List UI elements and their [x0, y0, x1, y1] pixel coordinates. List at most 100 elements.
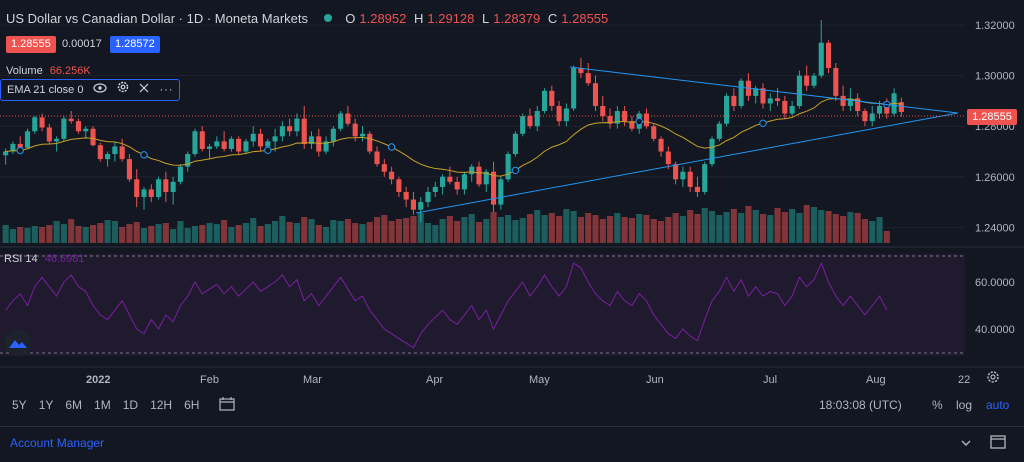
- candle-body[interactable]: [39, 117, 45, 128]
- date-range-icon[interactable]: [219, 396, 236, 414]
- candle-body[interactable]: [483, 171, 489, 185]
- auto-toggle[interactable]: auto: [986, 398, 1010, 412]
- range-1d[interactable]: 1D: [122, 398, 139, 412]
- candle-body[interactable]: [134, 179, 140, 198]
- symbol-title[interactable]: US Dollar vs Canadian Dollar · 1D · Mone…: [6, 11, 308, 26]
- close-icon[interactable]: [139, 80, 149, 100]
- candle-body[interactable]: [265, 141, 271, 147]
- candle-body[interactable]: [432, 186, 438, 192]
- candle-body[interactable]: [410, 199, 416, 210]
- candle-body[interactable]: [287, 126, 293, 132]
- buy-button[interactable]: 1.28572: [110, 36, 160, 53]
- candle-body[interactable]: [170, 181, 176, 192]
- candle-body[interactable]: [585, 73, 591, 84]
- maximize-panel-icon[interactable]: [990, 435, 1006, 452]
- candle-body[interactable]: [418, 202, 424, 210]
- candle-body[interactable]: [330, 128, 336, 142]
- candle-body[interactable]: [789, 105, 795, 114]
- range-1y[interactable]: 1Y: [38, 398, 54, 412]
- candle-body[interactable]: [221, 141, 227, 149]
- candle-body[interactable]: [381, 164, 387, 172]
- candle-body[interactable]: [840, 95, 846, 106]
- candle-body[interactable]: [665, 151, 671, 165]
- candle-body[interactable]: [876, 105, 883, 114]
- percent-toggle[interactable]: %: [932, 398, 943, 412]
- candle-body[interactable]: [753, 88, 759, 96]
- candle-body[interactable]: [301, 118, 307, 144]
- candle-body[interactable]: [17, 143, 23, 148]
- candle-body[interactable]: [250, 133, 256, 142]
- candle-body[interactable]: [126, 159, 132, 180]
- candle-body[interactable]: [236, 138, 242, 152]
- candle-body[interactable]: [855, 98, 861, 112]
- candle-body[interactable]: [724, 95, 730, 124]
- candle-body[interactable]: [738, 80, 744, 106]
- candle-body[interactable]: [607, 116, 613, 124]
- candle-body[interactable]: [148, 189, 154, 198]
- candle-body[interactable]: [825, 42, 832, 69]
- candle-body[interactable]: [214, 141, 220, 147]
- candle-body[interactable]: [898, 102, 904, 113]
- candle-body[interactable]: [680, 171, 686, 180]
- candle-body[interactable]: [563, 108, 569, 122]
- candle-body[interactable]: [796, 75, 802, 106]
- candle-body[interactable]: [643, 113, 650, 127]
- candle-body[interactable]: [141, 189, 147, 198]
- settings-gear-icon[interactable]: [117, 80, 129, 100]
- range-5y[interactable]: 5Y: [12, 398, 27, 412]
- candle-body[interactable]: [192, 131, 198, 155]
- candle-body[interactable]: [702, 164, 708, 192]
- candle-body[interactable]: [90, 128, 96, 146]
- candle-body[interactable]: [177, 166, 183, 182]
- candle-body[interactable]: [592, 83, 599, 106]
- candle-body[interactable]: [541, 90, 548, 112]
- candle-body[interactable]: [884, 105, 890, 114]
- candle-body[interactable]: [716, 123, 722, 139]
- account-manager-tab[interactable]: Account Manager: [10, 436, 105, 450]
- candle-body[interactable]: [32, 117, 38, 132]
- candle-body[interactable]: [461, 174, 467, 190]
- candle-body[interactable]: [199, 131, 205, 149]
- candle-body[interactable]: [775, 98, 781, 101]
- candle-body[interactable]: [847, 98, 853, 106]
- trendline-lower[interactable]: [415, 112, 959, 214]
- candle-body[interactable]: [156, 179, 162, 198]
- candle-body[interactable]: [68, 118, 74, 122]
- candle-body[interactable]: [367, 133, 373, 152]
- candle-body[interactable]: [206, 146, 213, 149]
- sell-button[interactable]: 1.28555: [6, 36, 56, 53]
- candle-body[interactable]: [614, 111, 620, 124]
- candle-body[interactable]: [359, 133, 366, 137]
- candle-body[interactable]: [469, 166, 475, 175]
- candle-body[interactable]: [571, 68, 577, 109]
- candle-body[interactable]: [760, 88, 766, 104]
- candle-body[interactable]: [119, 146, 125, 160]
- candle-body[interactable]: [61, 118, 67, 139]
- candle-body[interactable]: [316, 136, 322, 152]
- ema-legend[interactable]: EMA 21 close 0 ···: [0, 79, 181, 101]
- range-12h[interactable]: 12H: [150, 398, 173, 412]
- candle-body[interactable]: [403, 191, 409, 200]
- candle-body[interactable]: [556, 105, 562, 122]
- candle-body[interactable]: [549, 90, 555, 106]
- eye-icon[interactable]: [93, 80, 108, 100]
- candle-body[interactable]: [527, 116, 533, 127]
- candle-body[interactable]: [185, 154, 191, 167]
- candle-body[interactable]: [374, 151, 380, 165]
- candle-body[interactable]: [687, 171, 693, 187]
- candle-body[interactable]: [83, 128, 89, 132]
- candle-body[interactable]: [338, 113, 344, 129]
- candle-body[interactable]: [833, 68, 839, 96]
- candle-body[interactable]: [54, 138, 60, 142]
- candle-body[interactable]: [505, 154, 511, 180]
- candle-body[interactable]: [534, 111, 540, 127]
- candle-body[interactable]: [804, 75, 810, 86]
- candle-body[interactable]: [811, 75, 817, 86]
- candle-body[interactable]: [46, 127, 52, 142]
- candle-body[interactable]: [352, 123, 358, 137]
- candle-body[interactable]: [454, 181, 460, 190]
- candle-body[interactable]: [294, 118, 300, 132]
- collapse-panel-icon[interactable]: [960, 437, 972, 452]
- candle-body[interactable]: [10, 143, 16, 152]
- candle-body[interactable]: [257, 133, 264, 147]
